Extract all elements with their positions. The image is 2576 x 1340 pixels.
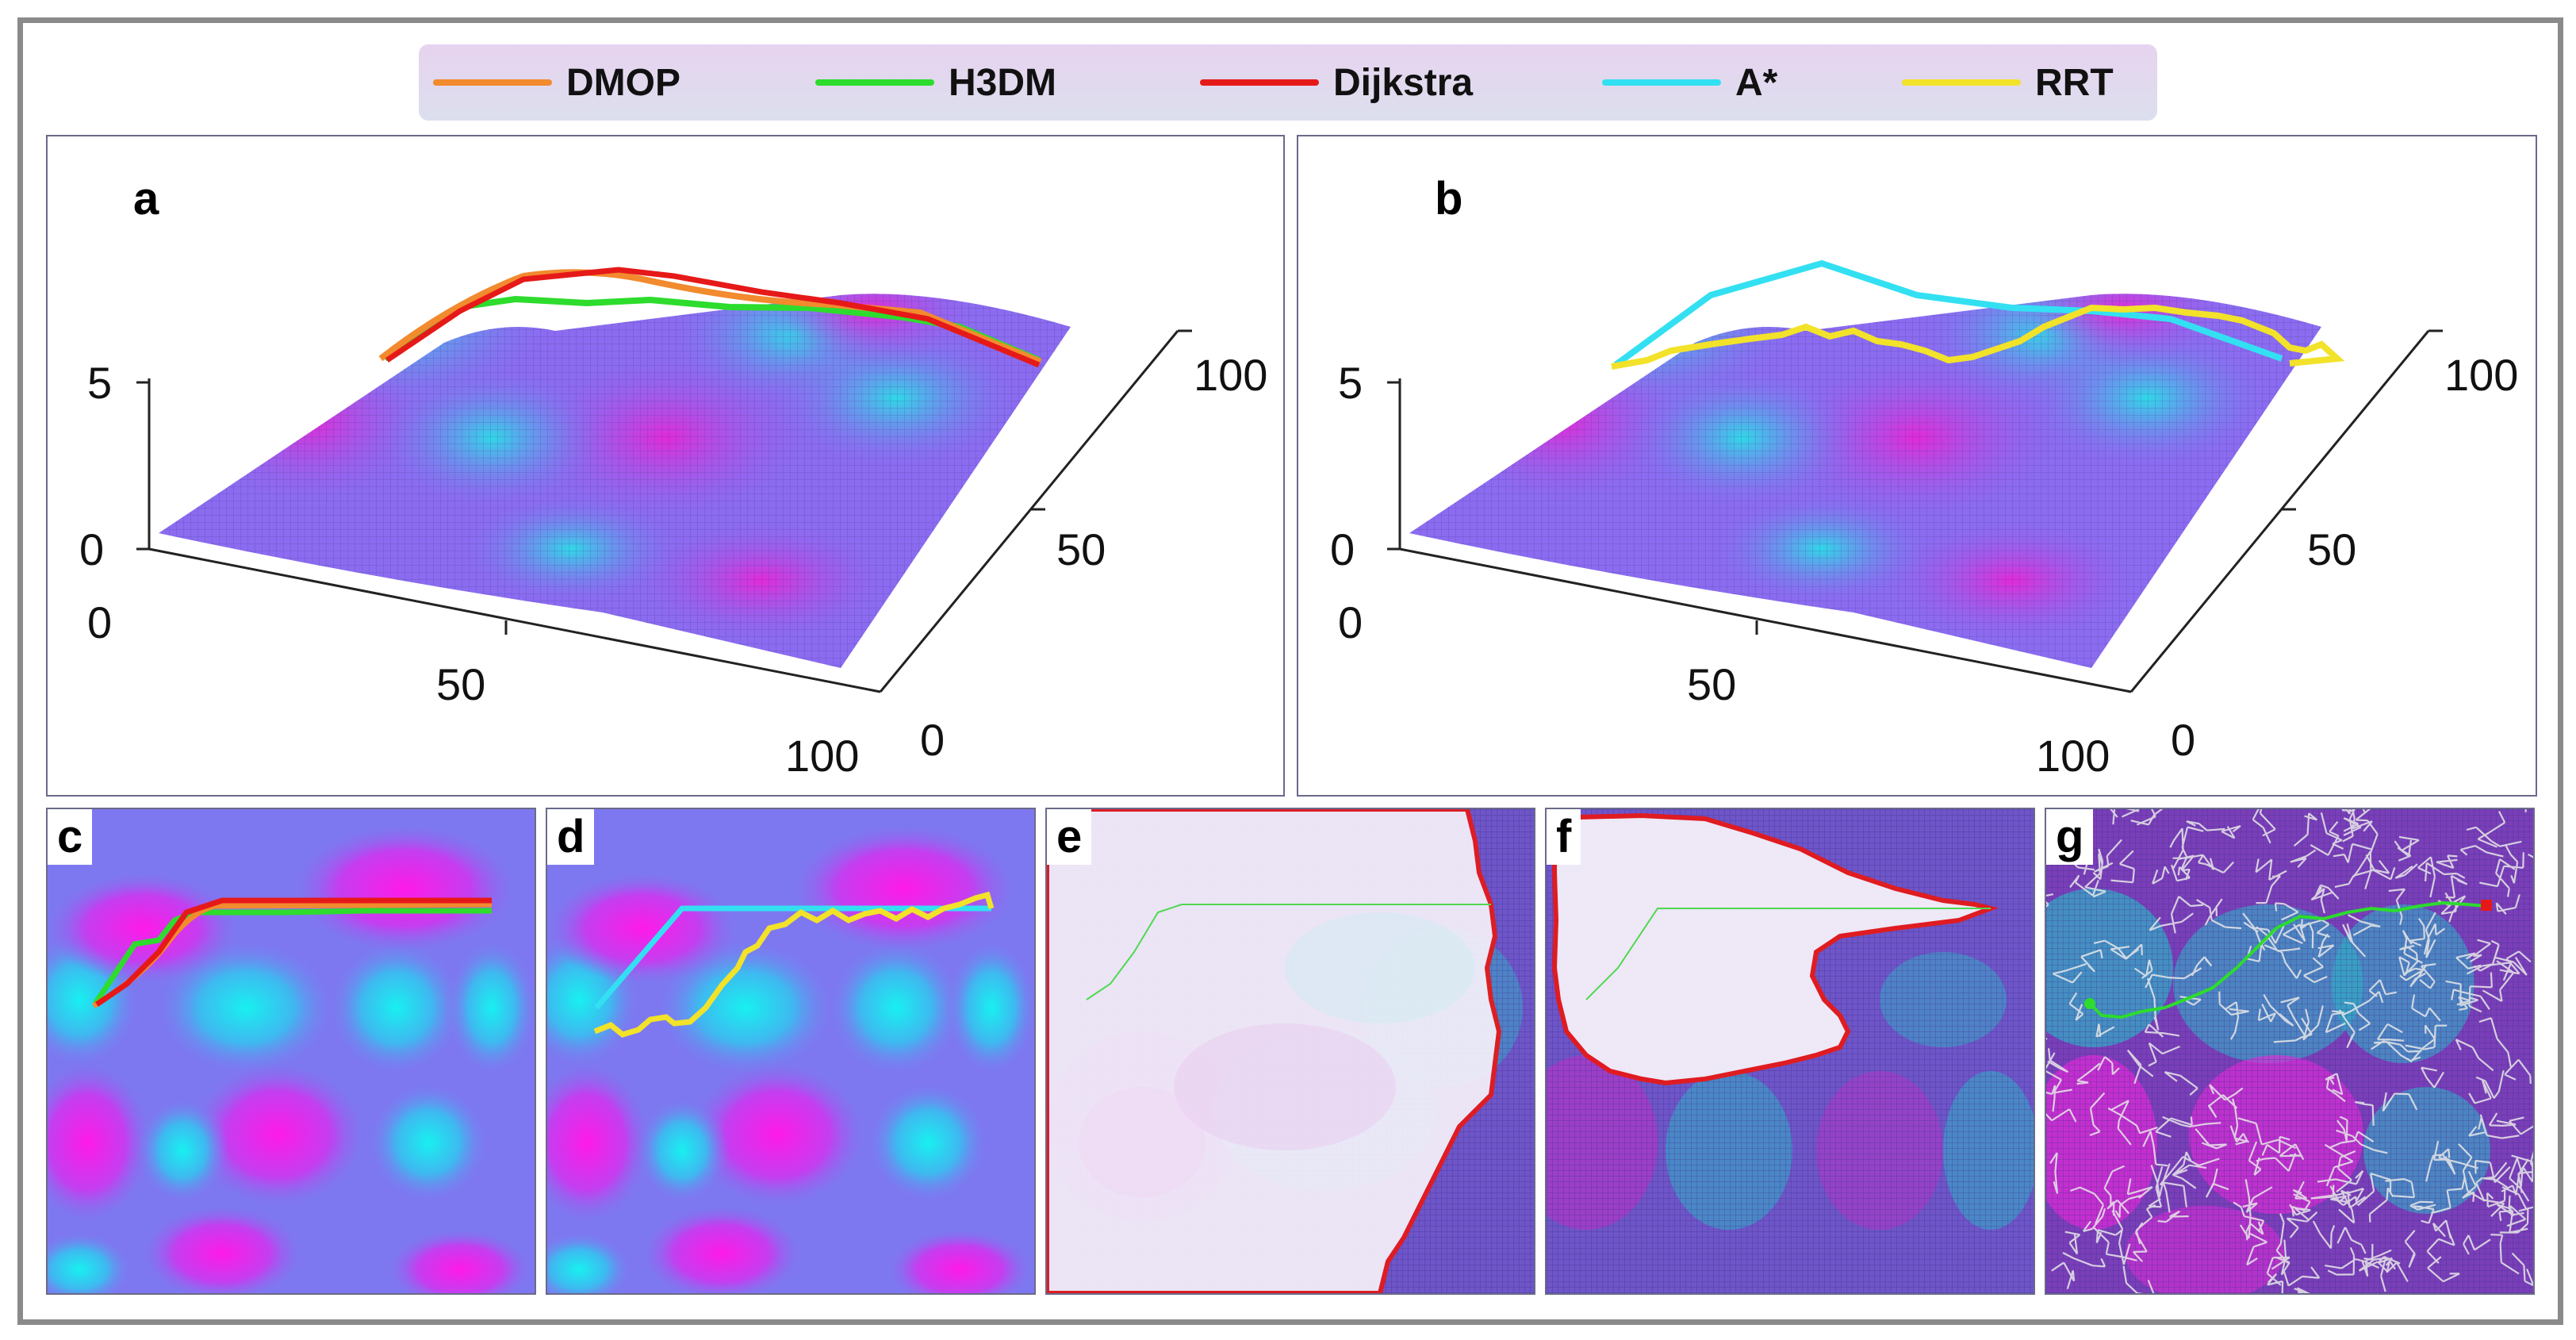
tick-y-100-b: 100 [2444,350,2518,400]
tick-x-0-a: 0 [87,597,112,647]
legend-item-rrt: RRT [1902,44,2114,121]
path-rrt-d [593,891,995,1038]
panel-label-a: a [133,173,159,225]
tick-x-50-a: 50 [436,659,485,709]
path-astar-d [594,905,991,1010]
tick-z-5-b: 5 [1338,358,1363,408]
legend-swatch-dmop [433,79,552,86]
legend-swatch-rrt [1902,79,2021,86]
legend-label-astar: A* [1735,61,1778,104]
tick-x-50-b: 50 [1687,659,1736,709]
tick-x-0-b: 0 [1338,597,1363,647]
path-rrt-b [1611,304,2345,370]
panel-g: g [2045,808,2535,1295]
panel-f-plot [1547,809,2034,1293]
tick-y-50-b: 50 [2307,524,2356,574]
panel-d: d [546,808,1036,1295]
legend-item-h3dm: H3DM [815,44,1056,121]
tick-y-50-a: 50 [1056,524,1106,574]
panel-c: c [46,808,536,1295]
tick-x-100-a: 100 [785,731,859,781]
tick-y-100-a: 100 [1194,350,1267,400]
panel-label-d: d [547,809,595,865]
axis-y-a [879,330,1179,693]
tick-y-0-a: 0 [920,715,945,765]
tick-x-100-b: 100 [2036,731,2110,781]
panel-e-plot [1047,809,1534,1293]
explored-region-f [1551,812,1999,1086]
legend-item-astar: A* [1602,44,1777,121]
path-rrt-g [2088,900,2487,1019]
panel-g-plot [2046,809,2533,1293]
explored-region-e [1047,809,1502,1293]
tick-z-0-a: 0 [79,524,104,574]
panel-a: 5 0 0 50 100 0 50 100 a [46,135,1285,797]
panel-c-plot [48,809,535,1293]
panel-label-g: g [2046,809,2094,865]
legend: DMOP H3DM Dijkstra A* RRT [419,44,2157,121]
panel-b-plot: 5 0 0 50 100 0 50 100 [1330,259,2518,781]
path-dijkstra-e [1086,904,1491,1000]
legend-item-dijkstra: Dijkstra [1200,44,1473,121]
panel-f: f [1545,808,2035,1295]
panel-b: 5 0 0 50 100 0 50 100 b [1297,135,2537,797]
panel-d-plot [547,809,1034,1293]
panel-label-f: f [1547,809,1581,865]
panel-label-e: e [1047,809,1092,865]
axis-x-a [148,547,881,693]
legend-item-dmop: DMOP [433,44,680,121]
path-dijkstra-c [95,897,492,1007]
panel-label-b: b [1435,173,1463,225]
legend-label-dmop: DMOP [566,61,680,104]
panel-e: e [1045,808,1535,1295]
legend-swatch-dijkstra [1200,79,1319,86]
panel-a-plot: 5 0 0 50 100 0 50 100 [79,267,1267,781]
legend-swatch-h3dm [815,79,934,86]
path-dijkstra-a [385,267,1041,368]
rrt-start-marker [2084,998,2095,1009]
tick-z-0-b: 0 [1330,524,1355,574]
panel-label-c: c [48,809,93,865]
path-astar-f [1585,908,1991,1000]
legend-swatch-astar [1602,79,1721,86]
rrt-goal-marker [2481,900,2492,911]
path-astar-b [1613,259,2283,368]
legend-label-rrt: RRT [2035,61,2114,104]
legend-label-dijkstra: Dijkstra [1333,61,1474,104]
tick-z-5-a: 5 [87,358,112,408]
tick-y-0-b: 0 [2171,715,2195,765]
legend-label-h3dm: H3DM [949,61,1057,104]
